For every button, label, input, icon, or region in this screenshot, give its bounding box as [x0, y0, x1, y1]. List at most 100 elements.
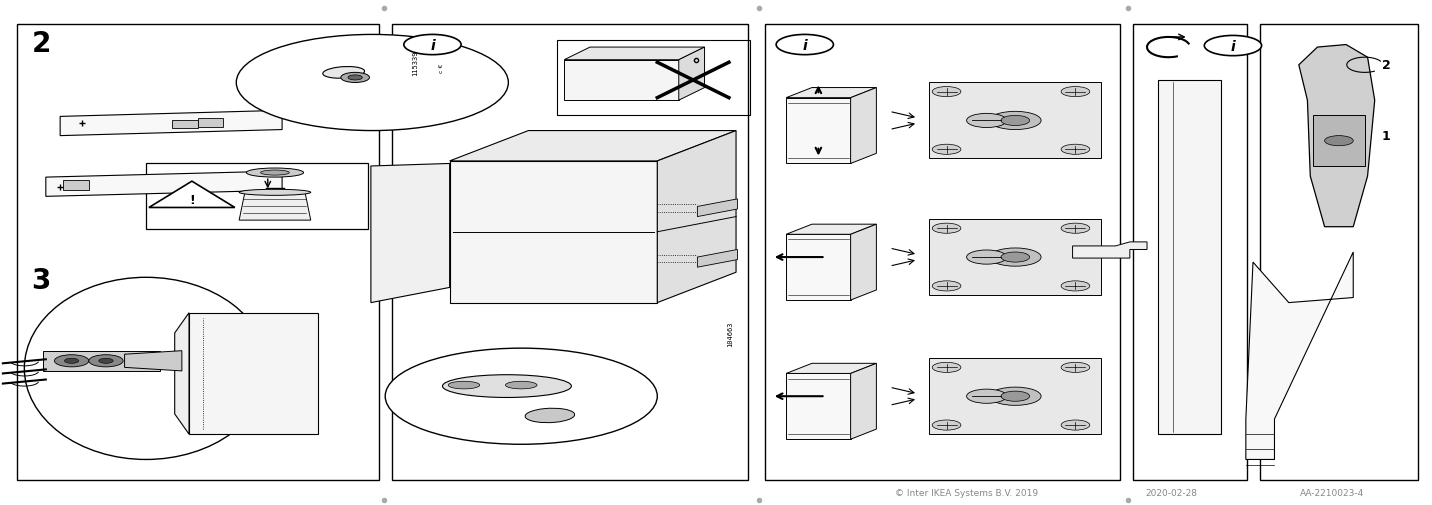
Ellipse shape	[239, 190, 311, 196]
Polygon shape	[125, 351, 182, 371]
Bar	[786, 235, 851, 300]
Polygon shape	[149, 182, 235, 208]
Bar	[557, 41, 750, 116]
Polygon shape	[564, 48, 705, 61]
Bar	[1133, 25, 1247, 480]
Circle shape	[990, 248, 1041, 267]
Circle shape	[1204, 36, 1262, 57]
Text: 104663: 104663	[374, 179, 379, 205]
Circle shape	[932, 87, 961, 97]
Polygon shape	[450, 131, 736, 162]
Polygon shape	[198, 119, 223, 127]
Polygon shape	[1073, 242, 1147, 259]
Text: 3: 3	[32, 266, 52, 294]
Circle shape	[1061, 281, 1090, 291]
Ellipse shape	[442, 375, 571, 398]
Text: 2020-02-28: 2020-02-28	[1146, 488, 1197, 497]
Polygon shape	[175, 313, 189, 434]
Polygon shape	[786, 225, 876, 235]
Circle shape	[776, 35, 833, 56]
Bar	[1260, 25, 1418, 480]
Text: © Inter IKEA Systems B.V. 2019: © Inter IKEA Systems B.V. 2019	[895, 488, 1038, 497]
Bar	[392, 25, 748, 480]
Circle shape	[1001, 391, 1030, 401]
Polygon shape	[851, 225, 876, 300]
Circle shape	[1061, 420, 1090, 430]
Bar	[189, 313, 318, 434]
Polygon shape	[851, 364, 876, 439]
Ellipse shape	[322, 67, 365, 79]
Circle shape	[341, 73, 369, 83]
Bar	[786, 374, 851, 439]
Circle shape	[1061, 145, 1090, 155]
Circle shape	[99, 359, 113, 364]
Bar	[1313, 116, 1365, 167]
Polygon shape	[63, 181, 89, 191]
Polygon shape	[679, 48, 705, 101]
Ellipse shape	[261, 171, 289, 176]
Polygon shape	[43, 351, 160, 371]
Text: !: !	[189, 193, 195, 207]
Ellipse shape	[448, 382, 480, 389]
Polygon shape	[1299, 45, 1375, 227]
Circle shape	[932, 145, 961, 155]
Polygon shape	[697, 199, 737, 217]
Circle shape	[967, 250, 1007, 265]
Circle shape	[348, 76, 362, 81]
Polygon shape	[786, 88, 876, 98]
Bar	[929, 220, 1101, 295]
Text: 2: 2	[32, 30, 52, 58]
Circle shape	[64, 359, 79, 364]
Circle shape	[1001, 252, 1030, 263]
Polygon shape	[46, 172, 282, 197]
Circle shape	[990, 112, 1041, 130]
Text: 115339: 115339	[412, 50, 418, 76]
Polygon shape	[786, 364, 876, 374]
Circle shape	[932, 420, 961, 430]
Bar	[929, 83, 1101, 159]
Circle shape	[385, 348, 657, 444]
Text: i: i	[430, 38, 435, 53]
Circle shape	[1061, 87, 1090, 97]
Text: i: i	[1230, 39, 1236, 54]
Polygon shape	[371, 164, 450, 303]
Circle shape	[967, 114, 1007, 128]
Text: 1: 1	[1382, 130, 1390, 143]
Circle shape	[236, 35, 508, 131]
Ellipse shape	[526, 409, 574, 423]
Bar	[450, 162, 657, 303]
Ellipse shape	[246, 169, 304, 178]
Circle shape	[990, 387, 1041, 406]
Circle shape	[404, 35, 461, 56]
Ellipse shape	[24, 278, 268, 460]
Bar	[929, 359, 1101, 434]
Circle shape	[1325, 136, 1353, 146]
Text: AA-2210023-4: AA-2210023-4	[1300, 488, 1363, 497]
Circle shape	[54, 355, 89, 367]
Circle shape	[1061, 224, 1090, 234]
Text: c €: c €	[438, 64, 444, 73]
Polygon shape	[697, 250, 737, 268]
Text: 2: 2	[1382, 59, 1390, 72]
Bar	[765, 25, 1120, 480]
Bar	[564, 61, 679, 101]
Text: i: i	[802, 38, 808, 53]
Circle shape	[89, 355, 123, 367]
Bar	[17, 25, 379, 480]
Polygon shape	[657, 131, 736, 303]
Bar	[1158, 81, 1221, 434]
Circle shape	[967, 389, 1007, 403]
Circle shape	[1061, 363, 1090, 373]
Polygon shape	[239, 193, 311, 221]
Polygon shape	[1246, 252, 1353, 460]
Ellipse shape	[505, 382, 537, 389]
Circle shape	[932, 224, 961, 234]
Circle shape	[932, 363, 961, 373]
Text: 104663: 104663	[727, 321, 733, 346]
Polygon shape	[60, 111, 282, 136]
Polygon shape	[851, 88, 876, 164]
Bar	[146, 164, 368, 230]
Circle shape	[1001, 116, 1030, 126]
Circle shape	[932, 281, 961, 291]
Polygon shape	[172, 121, 198, 129]
